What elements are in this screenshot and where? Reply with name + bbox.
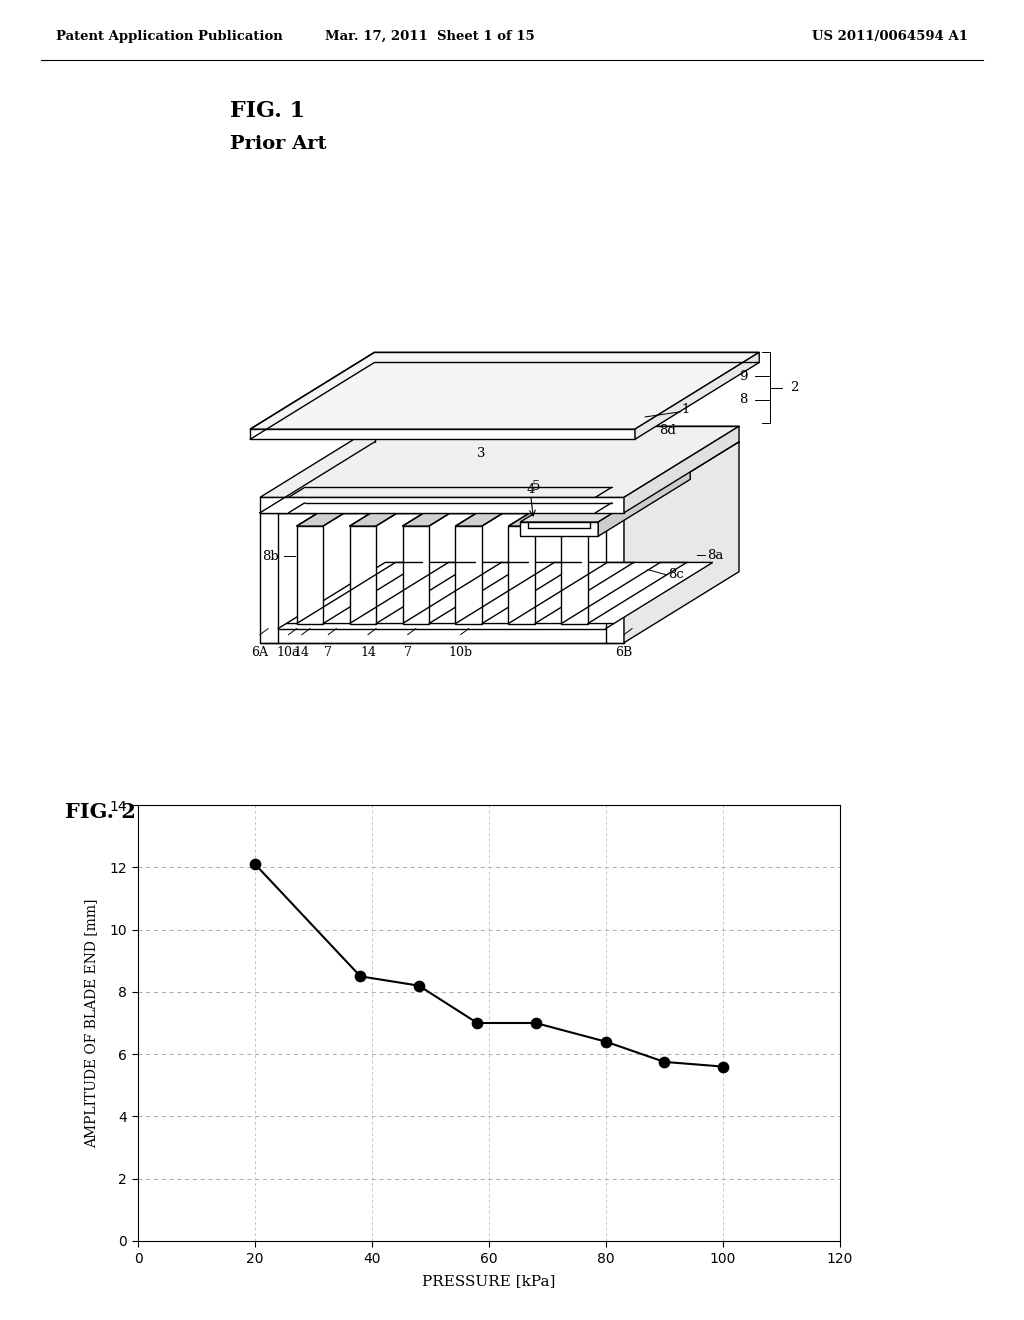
Point <box>715 1056 731 1077</box>
Text: 1: 1 <box>681 404 689 416</box>
Text: 6B: 6B <box>615 647 633 660</box>
Polygon shape <box>520 521 598 536</box>
Polygon shape <box>297 465 422 527</box>
Text: FIG. 2: FIG. 2 <box>65 801 135 822</box>
Text: FIG. 1: FIG. 1 <box>230 99 305 121</box>
Polygon shape <box>260 442 739 512</box>
Point <box>247 854 263 875</box>
Polygon shape <box>624 426 739 512</box>
Text: Patent Application Publication: Patent Application Publication <box>56 30 283 44</box>
Polygon shape <box>349 527 376 623</box>
Point <box>411 975 427 997</box>
Text: 3: 3 <box>477 447 485 459</box>
Polygon shape <box>349 465 475 527</box>
Text: US 2011/0064594 A1: US 2011/0064594 A1 <box>812 30 968 44</box>
Polygon shape <box>561 465 687 527</box>
Polygon shape <box>606 442 739 512</box>
Polygon shape <box>624 442 739 643</box>
Point <box>598 1031 614 1052</box>
Polygon shape <box>402 527 429 623</box>
Text: 6A: 6A <box>252 647 268 660</box>
Text: 2: 2 <box>790 381 798 395</box>
Text: 14: 14 <box>360 647 376 660</box>
Polygon shape <box>367 442 739 446</box>
Polygon shape <box>456 465 581 527</box>
Point <box>352 966 369 987</box>
Y-axis label: AMPLITUDE OF BLADE END [mm]: AMPLITUDE OF BLADE END [mm] <box>84 898 98 1148</box>
Text: 5: 5 <box>531 480 540 494</box>
Polygon shape <box>598 465 690 536</box>
Polygon shape <box>509 465 634 527</box>
Polygon shape <box>287 562 713 623</box>
Text: Mar. 17, 2011  Sheet 1 of 15: Mar. 17, 2011 Sheet 1 of 15 <box>326 30 535 44</box>
Polygon shape <box>635 352 759 440</box>
Polygon shape <box>260 498 624 512</box>
Polygon shape <box>297 527 324 623</box>
Text: 8b: 8b <box>262 550 279 562</box>
Text: 8c: 8c <box>668 568 684 581</box>
Text: 8: 8 <box>739 393 748 407</box>
Point <box>469 1012 485 1034</box>
X-axis label: PRESSURE [kPa]: PRESSURE [kPa] <box>422 1274 556 1288</box>
Polygon shape <box>260 426 739 498</box>
Text: 7: 7 <box>403 647 412 660</box>
Polygon shape <box>250 429 635 440</box>
Text: 8a: 8a <box>708 549 724 562</box>
Point <box>527 1012 544 1034</box>
Text: 14: 14 <box>294 647 310 660</box>
Polygon shape <box>260 512 624 643</box>
Polygon shape <box>520 465 690 521</box>
Polygon shape <box>402 465 528 527</box>
Polygon shape <box>250 352 759 429</box>
Text: 9: 9 <box>739 370 748 383</box>
Text: 4: 4 <box>526 483 535 496</box>
Polygon shape <box>260 442 393 512</box>
Text: Prior Art: Prior Art <box>230 135 327 153</box>
Polygon shape <box>509 527 535 623</box>
Point <box>656 1051 673 1072</box>
Polygon shape <box>260 508 632 512</box>
Polygon shape <box>561 527 588 623</box>
Text: 10a: 10a <box>276 647 300 660</box>
Polygon shape <box>456 527 482 623</box>
Text: 7: 7 <box>325 647 332 660</box>
Text: 8d: 8d <box>659 424 677 437</box>
Text: 10b: 10b <box>449 647 473 660</box>
